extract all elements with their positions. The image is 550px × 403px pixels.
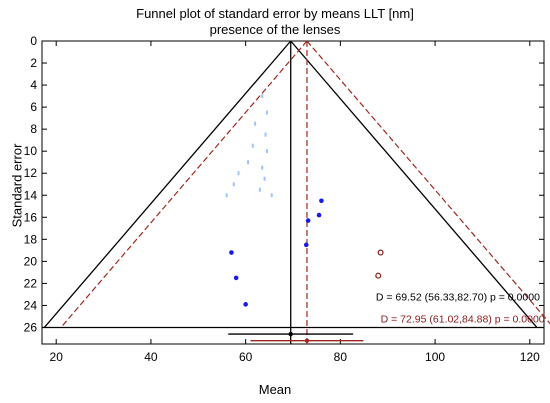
summary-point-adjusted: [304, 338, 310, 343]
x-axis-label: Mean: [258, 382, 292, 397]
stat-annotation-1: D = 69.52 (56.33,82.70) p = 0.0000: [376, 292, 540, 304]
x-tick-label: 120: [520, 350, 540, 364]
y-tick-label: 4: [30, 78, 37, 92]
data-point-faint: [265, 110, 268, 115]
data-point-faint: [270, 193, 273, 198]
chart-subtitle: presence of the lenses: [209, 22, 341, 37]
x-tick-label: 60: [239, 350, 253, 364]
x-tick-label: 40: [144, 350, 158, 364]
funnel-observed-left: [43, 40, 292, 328]
x-tick-label: 100: [425, 350, 445, 364]
funnel-observed-right: [290, 40, 538, 328]
data-point-faint: [251, 143, 254, 148]
data-point-observed: [316, 212, 322, 218]
y-tick-label: 2: [30, 56, 37, 70]
y-tick-label: 24: [24, 298, 38, 312]
y-tick-label: 10: [24, 144, 38, 158]
plot-frame: [41, 40, 545, 345]
data-point-faint: [247, 160, 250, 165]
y-tick-label: 20: [24, 254, 38, 268]
y-tick-label: 16: [24, 210, 38, 224]
data-point-imputed: [377, 249, 384, 256]
y-tick-label: 26: [24, 320, 38, 334]
data-point-faint: [261, 165, 264, 170]
data-point-faint: [232, 182, 235, 187]
chart-title: Funnel plot of standard error by means L…: [136, 6, 414, 21]
data-point-faint: [258, 187, 261, 192]
data-point-faint: [264, 132, 267, 137]
stat-annotation-2: D = 72.95 (61.02,84.88) p = 0.0000: [381, 314, 545, 326]
funnel-adjusted-right: [306, 40, 550, 325]
data-point-observed: [243, 302, 248, 307]
data-point-observed: [229, 250, 234, 255]
y-tick-label: 0: [30, 34, 37, 48]
y-tick-label: 18: [24, 232, 38, 246]
data-point-imputed: [375, 272, 382, 279]
data-point-faint: [237, 171, 240, 176]
data-point-faint: [225, 193, 228, 198]
data-point-faint: [261, 94, 264, 99]
data-point-observed: [233, 275, 239, 281]
data-point-observed: [305, 218, 311, 223]
x-tick-label: 80: [334, 350, 348, 364]
y-tick-label: 12: [24, 166, 38, 180]
data-point-observed: [319, 198, 324, 204]
data-point-faint: [265, 149, 268, 154]
y-tick-label: 6: [30, 100, 37, 114]
y-tick-label: 22: [24, 276, 38, 290]
data-point-faint: [254, 121, 257, 126]
y-tick-label: 8: [30, 122, 37, 136]
x-tick-label: 20: [50, 350, 64, 364]
data-point-observed: [303, 242, 309, 248]
summary-point-observed: [288, 331, 293, 337]
y-axis-label: Standard error: [9, 143, 25, 228]
data-point-faint: [263, 176, 266, 181]
funnel-adjusted-left: [60, 40, 308, 328]
y-tick-label: 14: [24, 188, 38, 202]
